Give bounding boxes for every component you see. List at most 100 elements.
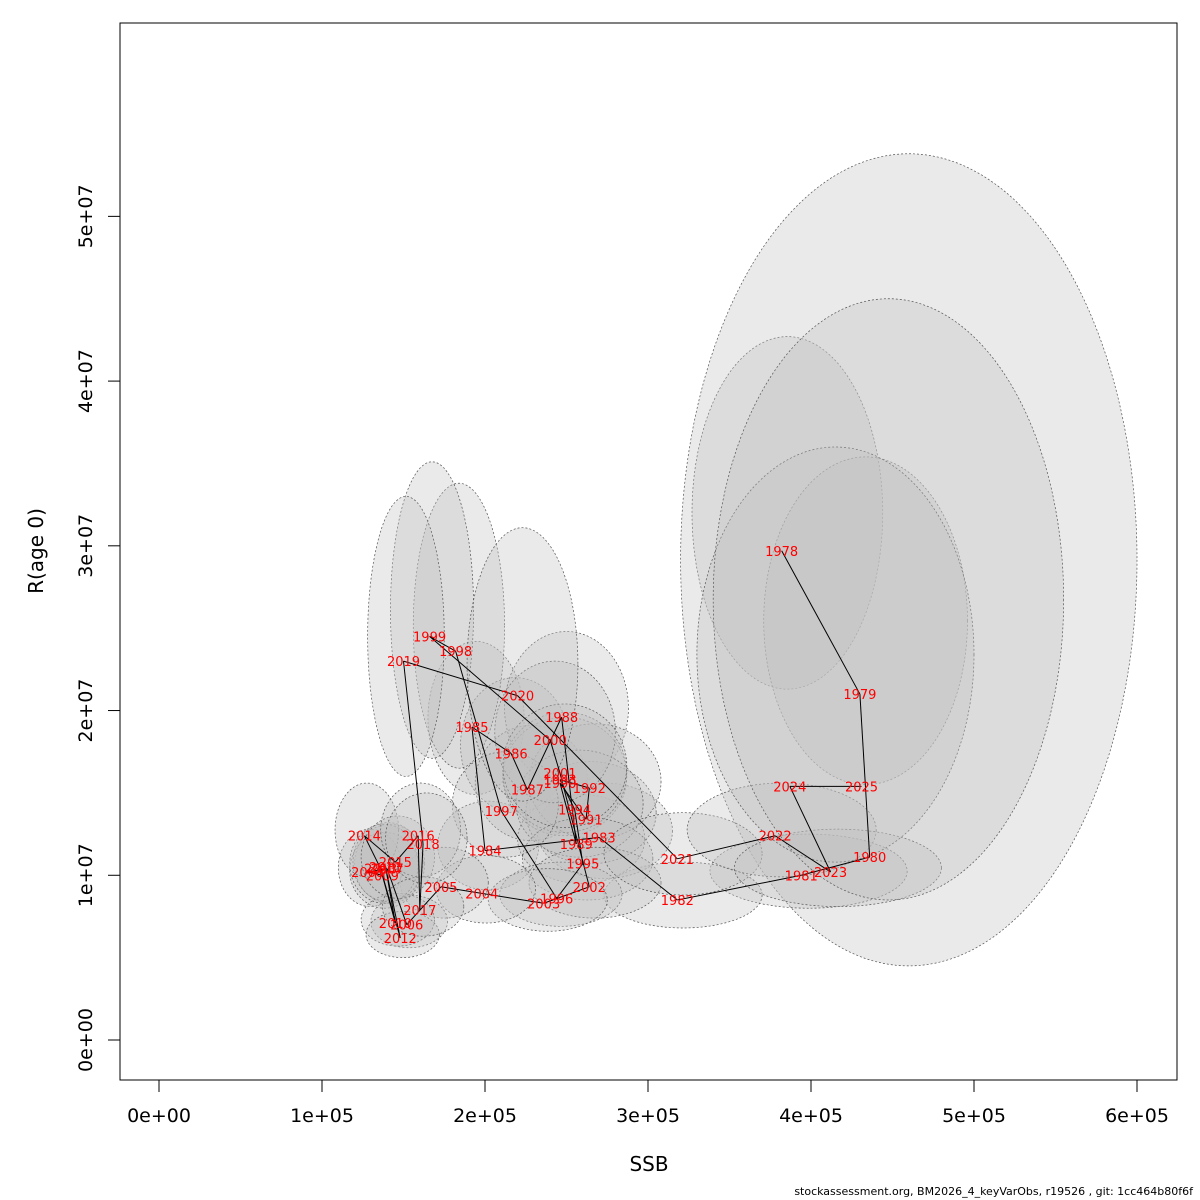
confidence-ellipse-2019 xyxy=(367,496,445,777)
confidence-ellipse-1993 xyxy=(502,711,628,833)
y-tick-label-1e+07: 1e+07 xyxy=(75,843,97,907)
confidence-ellipse-1979 xyxy=(763,456,968,786)
year-label-2023: 2023 xyxy=(814,866,847,881)
x-axis-title: SSB xyxy=(629,1152,668,1176)
confidence-ellipse-1992 xyxy=(528,723,662,840)
year-label-1988: 1988 xyxy=(545,711,578,726)
year-label-2004: 2004 xyxy=(465,887,498,902)
confidence-ellipse-2002 xyxy=(528,846,662,919)
trajectory-segment-2000-2001 xyxy=(549,740,561,774)
year-label-1994: 1994 xyxy=(558,803,591,818)
trajectory-segment-1982-1983 xyxy=(598,836,678,901)
trajectory-segment-2018-2019 xyxy=(403,661,424,845)
confidence-ellipse-2013 xyxy=(349,823,419,904)
year-label-1996: 1996 xyxy=(540,892,573,907)
trajectory-segment-1999-2000 xyxy=(429,636,551,741)
x-axis: 0e+00 1e+05 2e+05 3e+05 4e+05 5e+05 6e+05 xyxy=(127,1079,1169,1127)
y-tick-label-2e+07: 2e+07 xyxy=(75,679,97,743)
trajectory-segment-1978-1979 xyxy=(781,550,861,695)
trajectory-segment-2017-2018 xyxy=(419,843,424,910)
year-label-1998: 1998 xyxy=(439,645,472,660)
year-label-2022: 2022 xyxy=(759,830,792,845)
year-label-2024: 2024 xyxy=(773,780,806,795)
year-label-1986: 1986 xyxy=(495,747,528,762)
y-tick-label-5e+07: 5e+07 xyxy=(75,184,97,248)
confidence-ellipse-1999 xyxy=(390,461,474,759)
trajectory-segment-2013-2014 xyxy=(363,835,382,869)
trajectory-segment-1988-1989 xyxy=(561,717,577,845)
year-label-1978: 1978 xyxy=(765,545,798,560)
y-axis-title: R(age 0) xyxy=(24,508,48,594)
trajectory-segment-1993-1994 xyxy=(559,779,576,810)
year-label-1995: 1995 xyxy=(566,858,599,873)
year-label-1989: 1989 xyxy=(560,838,593,853)
trajectory-segment-2003-2004 xyxy=(481,892,544,904)
year-label-2015: 2015 xyxy=(379,856,412,871)
confidence-ellipse-2018 xyxy=(385,792,468,884)
trajectory-segment-2006-2007 xyxy=(386,868,408,925)
footer-credit: stockassessment.org, BM2026_4_keyVarObs,… xyxy=(794,1185,1194,1198)
trajectory-segment-2004-2005 xyxy=(440,886,482,894)
year-label-2014: 2014 xyxy=(348,830,381,845)
year-label-1987: 1987 xyxy=(511,784,544,799)
year-label-2018: 2018 xyxy=(407,838,440,853)
y-axis: 0e+00 1e+07 2e+07 3e+07 4e+07 5e+07 xyxy=(75,184,121,1072)
confidence-ellipse-2011 xyxy=(352,822,424,902)
trajectory-segment-2021-2022 xyxy=(677,835,776,860)
confidence-ellipse-2021 xyxy=(603,812,763,896)
year-label-1992: 1992 xyxy=(573,782,606,797)
trajectory-segment-2007-2008 xyxy=(367,868,388,873)
trajectory-segment-2020-2021 xyxy=(517,695,678,860)
confidence-ellipse-1980 xyxy=(680,153,1138,967)
year-label-2008: 2008 xyxy=(351,866,384,881)
trajectory-segment-2011-2012 xyxy=(385,866,401,938)
y-tick-label-0e+00: 0e+00 xyxy=(75,1008,97,1072)
confidence-ellipse-1995 xyxy=(522,817,654,901)
confidence-ellipse-1988 xyxy=(504,631,629,786)
trajectory-segment-2016-2017 xyxy=(417,835,421,910)
trajectory-segment-1983-1984 xyxy=(484,836,600,852)
x-tick-label-3e+05: 3e+05 xyxy=(616,1105,680,1127)
x-tick-label-2e+05: 2e+05 xyxy=(453,1105,517,1127)
trajectory-segment-2012-2013 xyxy=(380,868,401,939)
year-label-1985: 1985 xyxy=(455,721,488,736)
confidence-ellipse-2023 xyxy=(734,828,942,907)
confidence-ellipse-1991 xyxy=(525,761,657,865)
x-tick-label-5e+05: 5e+05 xyxy=(942,1105,1006,1127)
year-label-2005: 2005 xyxy=(424,881,457,896)
trajectory-segment-1981-1982 xyxy=(677,874,802,901)
confidence-ellipses xyxy=(334,153,1138,967)
year-label-2016: 2016 xyxy=(402,830,435,845)
year-label-2007: 2007 xyxy=(371,863,404,878)
year-label-1980: 1980 xyxy=(853,851,886,866)
year-label-2019: 2019 xyxy=(387,655,420,670)
confidence-ellipse-2004 xyxy=(435,855,536,924)
year-label-2017: 2017 xyxy=(403,904,436,919)
x-tick-label-6e+05: 6e+05 xyxy=(1105,1105,1169,1127)
year-label-2002: 2002 xyxy=(573,881,606,896)
year-label-2021: 2021 xyxy=(661,853,694,868)
confidence-ellipse-2012 xyxy=(365,911,440,958)
trajectory-segment-2023-2024 xyxy=(789,786,832,873)
trajectory-segment-2014-2015 xyxy=(364,835,396,863)
x-tick-label-4e+05: 4e+05 xyxy=(779,1105,843,1127)
confidence-ellipse-2014 xyxy=(334,782,399,878)
confidence-ellipse-2024 xyxy=(696,446,975,863)
confidence-ellipse-1984 xyxy=(437,800,540,891)
year-label-1983: 1983 xyxy=(583,831,616,846)
trajectory-segment-1991-1992 xyxy=(585,787,590,820)
y-tick-label-4e+07: 4e+07 xyxy=(75,349,97,413)
trajectory-segment-1979-1980 xyxy=(859,694,871,858)
trajectory-segment-1989-1990 xyxy=(559,782,577,845)
trajectory-segment-2005-2006 xyxy=(406,886,442,926)
confidence-ellipse-2010 xyxy=(360,893,435,947)
year-label-1991: 1991 xyxy=(570,813,603,828)
year-label-1984: 1984 xyxy=(468,845,501,860)
trajectory-segment-1986-1987 xyxy=(510,753,528,790)
year-label-2025: 2025 xyxy=(845,780,878,795)
year-label-1981: 1981 xyxy=(785,869,818,884)
confidence-ellipse-2022 xyxy=(686,782,877,878)
year-label-1990: 1990 xyxy=(543,777,576,792)
confidence-ellipse-2025 xyxy=(712,298,1064,901)
